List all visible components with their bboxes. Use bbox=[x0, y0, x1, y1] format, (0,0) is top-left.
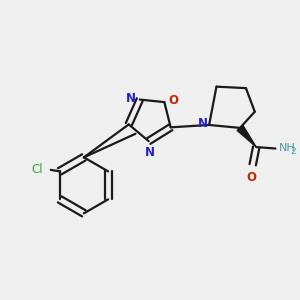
Text: N: N bbox=[125, 92, 135, 105]
Text: 2: 2 bbox=[291, 147, 296, 156]
Text: O: O bbox=[168, 94, 178, 107]
Polygon shape bbox=[237, 125, 256, 147]
Text: N: N bbox=[145, 146, 155, 158]
Text: N: N bbox=[198, 117, 208, 130]
Text: NH: NH bbox=[279, 142, 296, 153]
Text: Cl: Cl bbox=[32, 163, 44, 176]
Text: O: O bbox=[246, 171, 256, 184]
